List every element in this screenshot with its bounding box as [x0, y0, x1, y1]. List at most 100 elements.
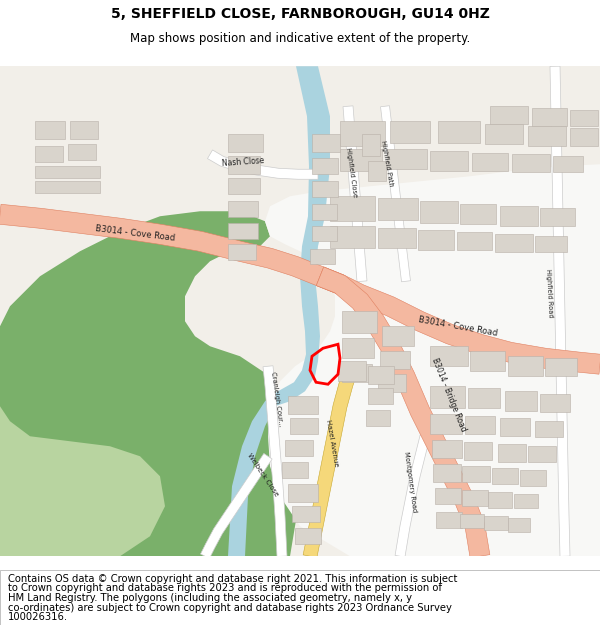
Bar [462, 466, 490, 482]
Bar [228, 201, 258, 217]
Bar [292, 506, 320, 522]
Bar [553, 156, 583, 172]
Bar [430, 414, 462, 434]
Bar [312, 204, 337, 220]
Bar [420, 201, 458, 223]
Bar [228, 134, 263, 152]
Bar [380, 351, 410, 369]
Polygon shape [380, 106, 410, 282]
Bar [228, 178, 260, 194]
Bar [68, 144, 96, 160]
Bar [382, 326, 414, 346]
Bar [366, 410, 390, 426]
Text: B3014 - Cove Road: B3014 - Cove Road [418, 316, 499, 338]
Text: Highfield Road: Highfield Road [545, 268, 554, 318]
Bar [460, 204, 496, 224]
Bar [368, 366, 394, 384]
Bar [570, 128, 598, 146]
Bar [342, 338, 374, 358]
Polygon shape [0, 204, 344, 294]
Polygon shape [185, 66, 600, 556]
Polygon shape [395, 435, 430, 557]
Bar [540, 394, 570, 412]
Bar [390, 121, 430, 143]
Bar [520, 470, 546, 486]
Polygon shape [0, 126, 300, 556]
Bar [535, 421, 563, 437]
Bar [330, 226, 375, 248]
Bar [338, 361, 366, 381]
Bar [430, 386, 465, 408]
Bar [378, 198, 418, 220]
Text: Map shows position and indicative extent of the property.: Map shows position and indicative extent… [130, 32, 470, 46]
Bar [310, 249, 335, 264]
Bar [340, 121, 385, 146]
Text: Cranleigh Cour...: Cranleigh Cour... [270, 371, 284, 428]
Bar [368, 388, 393, 404]
Bar [500, 206, 538, 226]
Bar [484, 516, 508, 530]
Text: Highfield Path: Highfield Path [380, 140, 394, 188]
Bar [462, 490, 488, 506]
Bar [228, 244, 256, 260]
Bar [436, 512, 462, 528]
Bar [535, 236, 567, 252]
Polygon shape [200, 454, 272, 559]
Bar [433, 464, 461, 482]
Bar [492, 468, 518, 484]
Bar [378, 228, 416, 248]
Text: Montgomery Road: Montgomery Road [403, 451, 418, 512]
Polygon shape [343, 106, 367, 282]
Bar [472, 153, 508, 171]
Bar [430, 151, 468, 171]
Bar [288, 484, 318, 502]
Bar [312, 134, 340, 152]
Bar [295, 528, 321, 544]
Bar [35, 181, 100, 193]
Bar [35, 166, 100, 178]
Text: HM Land Registry. The polygons (including the associated geometry, namely x, y: HM Land Registry. The polygons (includin… [8, 593, 412, 603]
Text: B3014 - Cove Road: B3014 - Cove Road [95, 224, 176, 243]
Bar [312, 158, 338, 174]
Bar [285, 440, 313, 456]
Bar [528, 126, 566, 146]
Bar [282, 462, 308, 478]
Bar [545, 358, 577, 376]
Bar [470, 351, 505, 371]
Bar [512, 154, 550, 173]
Text: Highfield Close: Highfield Close [345, 147, 358, 198]
Bar [508, 518, 530, 532]
Bar [468, 388, 500, 408]
Bar [430, 346, 468, 366]
Bar [312, 226, 337, 241]
Bar [312, 181, 338, 198]
Bar [330, 196, 375, 221]
Polygon shape [228, 66, 330, 556]
Bar [495, 234, 533, 253]
Polygon shape [316, 267, 600, 374]
Text: Nash Close: Nash Close [222, 156, 265, 168]
Bar [362, 134, 380, 156]
Text: Welbeck Close: Welbeck Close [246, 452, 279, 498]
Bar [70, 121, 98, 139]
Text: 5, SHEFFIELD CLOSE, FARNBOROUGH, GU14 0HZ: 5, SHEFFIELD CLOSE, FARNBOROUGH, GU14 0H… [110, 7, 490, 21]
Bar [290, 418, 318, 434]
Bar [418, 230, 454, 250]
Bar [368, 161, 386, 181]
Bar [35, 121, 65, 139]
Bar [340, 149, 382, 171]
Bar [500, 418, 530, 436]
Bar [514, 494, 538, 508]
Text: Contains OS data © Crown copyright and database right 2021. This information is : Contains OS data © Crown copyright and d… [8, 574, 457, 584]
Polygon shape [0, 366, 165, 556]
Bar [288, 396, 318, 414]
Bar [342, 311, 377, 333]
Bar [457, 232, 492, 250]
Text: B3014 - Bridge Road: B3014 - Bridge Road [430, 357, 468, 433]
Bar [387, 149, 427, 169]
Polygon shape [263, 366, 287, 556]
Bar [490, 106, 528, 124]
Bar [540, 208, 575, 226]
Bar [432, 440, 462, 458]
Bar [532, 108, 567, 126]
